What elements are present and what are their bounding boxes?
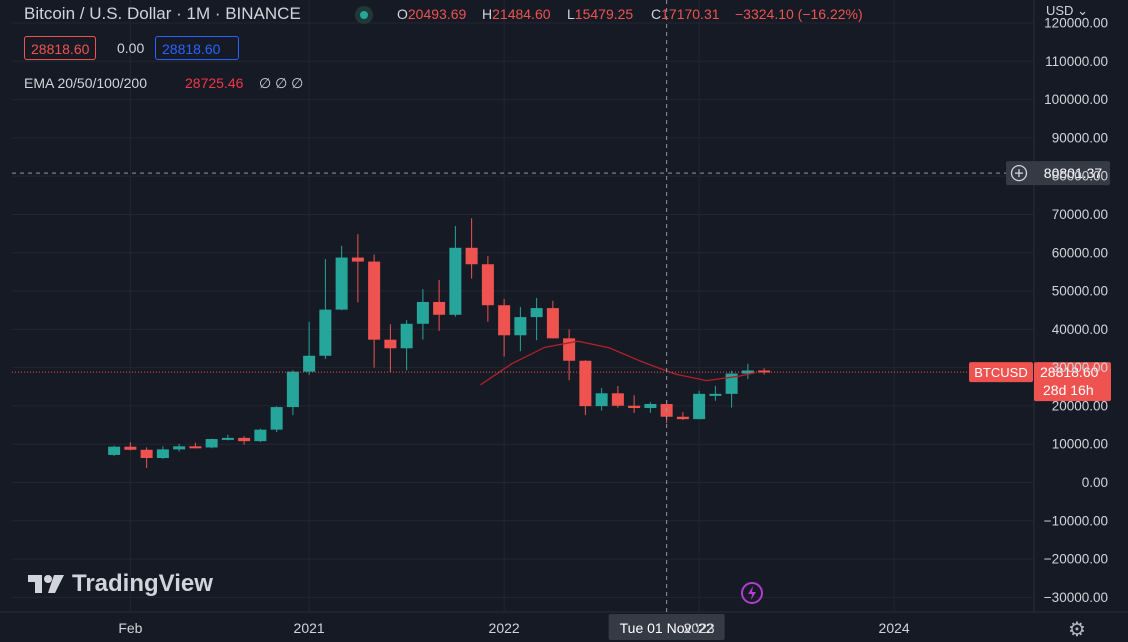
gear-icon[interactable]: ⚙: [1068, 619, 1086, 641]
lightning-icon[interactable]: [741, 582, 763, 604]
candle-body: [628, 405, 641, 409]
candle-body: [449, 247, 462, 315]
candle-body: [611, 393, 624, 406]
candle-body: [693, 393, 706, 420]
candle-body: [303, 355, 316, 372]
candle-body: [758, 370, 771, 373]
last-price-label: 28818.60: [1040, 364, 1099, 380]
candle-body: [124, 446, 137, 450]
symbol-label: BTCUSD: [974, 365, 1027, 380]
candle-body: [319, 309, 332, 356]
candle-body: [156, 449, 169, 458]
symbol-label-bg: [969, 362, 1033, 383]
candle-body: [108, 446, 121, 455]
candle-body: [530, 308, 543, 318]
ema-20-line: [480, 340, 756, 386]
price-axis-tick-label: 10000.00: [1052, 437, 1108, 452]
price-axis-tick-label: 110000.00: [1045, 54, 1108, 69]
indicator-value: 28725.46: [185, 75, 244, 91]
price-axis-tick-label: 80000.00: [1052, 169, 1108, 184]
ohlc-low: L15479.25: [567, 6, 634, 22]
tradingview-logo-icon: [28, 575, 64, 593]
price-axis-tick-label: 30000.00: [1052, 360, 1108, 375]
time-axis-tick-label: Feb: [118, 620, 142, 636]
price-axis-tick-label: 0.00: [1082, 475, 1108, 490]
buy-button[interactable]: 28818.60: [155, 36, 239, 60]
price-axis-tick-label: 40000.00: [1052, 322, 1108, 337]
price-axis-tick-label: 60000.00: [1052, 245, 1108, 260]
price-axis-tick-label: −20000.00: [1044, 552, 1108, 567]
price-axis-tick-label: 90000.00: [1052, 130, 1108, 145]
chevron-down-icon: ⌄: [1077, 3, 1088, 18]
ohlc-close: C17170.31: [651, 6, 720, 22]
candle-body: [416, 301, 429, 324]
indicator-empty-values: ∅ ∅ ∅: [259, 75, 304, 91]
candle-body: [546, 308, 559, 339]
symbol-title[interactable]: Bitcoin / U.S. Dollar · 1M · BINANCE: [24, 4, 301, 23]
candle-body: [384, 339, 397, 349]
time-axis-tick-label: 2021: [294, 620, 325, 636]
candle-body: [254, 429, 267, 442]
sell-button[interactable]: 28818.60: [24, 36, 97, 60]
ohlc-high: H21484.60: [482, 6, 551, 22]
price-axis-tick-label: −30000.00: [1044, 590, 1108, 605]
candle-body: [221, 437, 234, 440]
crosshair-price-label-bg: [1006, 161, 1110, 186]
candle-body: [579, 360, 592, 407]
last-price-label-bg: [1034, 362, 1111, 402]
candle-body: [335, 257, 348, 310]
candle-body: [595, 393, 608, 407]
candle-body: [189, 446, 202, 449]
currency-label: USD: [1046, 3, 1074, 18]
price-axis-tick-label: 120000.00: [1044, 16, 1108, 31]
candle-body: [433, 301, 446, 315]
crosshair-time-label: Tue 01 Nov '22: [620, 620, 714, 636]
watermark-text: TradingView: [72, 570, 213, 597]
candle-body: [270, 407, 283, 430]
candle-body: [238, 437, 251, 442]
candle-body: [173, 446, 186, 450]
candle-body: [709, 393, 722, 396]
time-axis-tick-label: 2024: [879, 620, 910, 636]
candle-body: [676, 416, 689, 420]
price-axis-tick-label: 70000.00: [1052, 207, 1108, 222]
candlestick-series: [108, 218, 771, 468]
candle-body: [498, 305, 511, 336]
price-axis-tick-label: 50000.00: [1052, 284, 1108, 299]
candle-body: [286, 371, 299, 408]
price-axis-tick-label: 20000.00: [1052, 398, 1108, 413]
currency-dropdown[interactable]: USD ⌄: [1046, 3, 1088, 19]
candle-body: [481, 264, 494, 306]
ohlc-change: −3324.10 (−16.22%): [735, 6, 863, 22]
time-axis[interactable]: Feb 2021 2022 2023 2024: [118, 620, 910, 636]
crosshair-overlay: 80801.37 Tue 01 Nov '22 BTCUSD 28818.60 28d …: [12, 0, 1111, 640]
bar-countdown-label: 28d 16h: [1043, 382, 1094, 398]
candle-body: [351, 257, 364, 262]
crosshair-time-label-bg: [608, 614, 725, 640]
price-axis-tick-label: −10000.00: [1044, 513, 1108, 528]
spread-value: 0.00: [117, 40, 145, 56]
price-axis-background: [1034, 0, 1128, 642]
time-axis-tick-label: 2022: [489, 620, 520, 636]
candle-body: [368, 261, 381, 340]
price-axis[interactable]: 120000.00 110000.00 100000.00 90000.00 80000…: [1044, 16, 1108, 605]
candle-body: [465, 247, 478, 265]
candle-body: [725, 373, 738, 394]
plus-circle-icon[interactable]: [1010, 164, 1028, 182]
candle-body: [514, 317, 527, 336]
ema-line: [480, 340, 756, 386]
candle-body: [644, 404, 657, 409]
ohlc-open: O20493.69: [397, 6, 467, 22]
tradingview-logo[interactable]: TradingView: [26, 570, 213, 598]
time-axis-tick-label: 2023: [684, 620, 715, 636]
candle-body: [140, 449, 153, 458]
crosshair-price-label: 80801.37: [1044, 165, 1103, 181]
candle-body: [400, 323, 413, 349]
indicator-label[interactable]: EMA 20/50/100/200: [24, 75, 147, 91]
price-axis-tick-label: 100000.00: [1044, 92, 1108, 107]
market-status-icon[interactable]: [355, 6, 373, 24]
candle-body: [205, 439, 218, 448]
